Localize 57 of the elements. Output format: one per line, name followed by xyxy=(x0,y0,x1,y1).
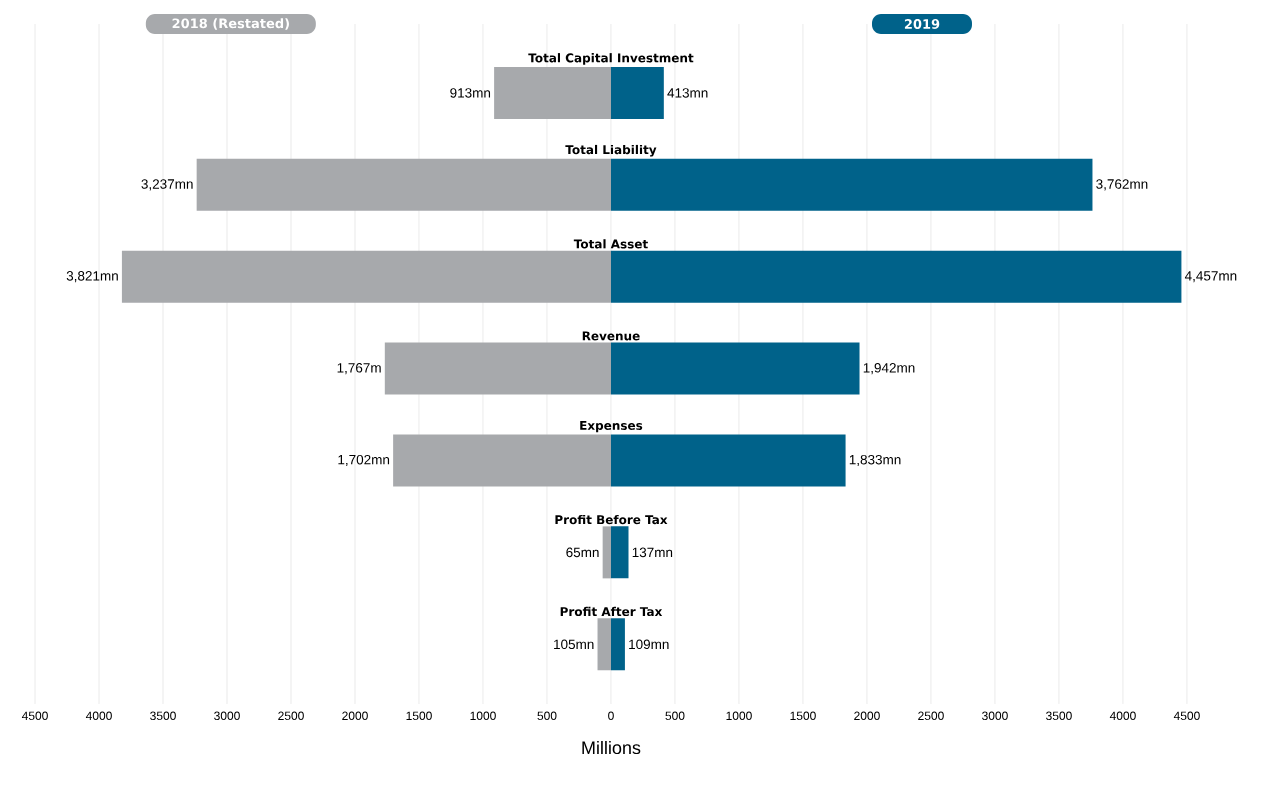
data-label: 1,702mn xyxy=(338,454,390,467)
x-tick-label: 0 xyxy=(608,711,614,721)
text: 2018 (Restated) xyxy=(172,18,289,30)
x-tick-label: 3500 xyxy=(150,711,176,721)
data-label: 1,942mn xyxy=(863,363,915,375)
data-label: 3,821mn xyxy=(66,271,118,283)
x-tick-label: 3000 xyxy=(214,711,240,721)
data-label: 4,457mn xyxy=(1184,271,1237,283)
x-tick-label: 1500 xyxy=(406,711,432,721)
x-tick-label: 4500 xyxy=(21,711,48,721)
data-label: 109mn xyxy=(629,639,669,650)
data-label: 65mn xyxy=(566,547,599,558)
data-label: 1,833mn xyxy=(849,454,901,467)
data-label: 105mn xyxy=(554,639,594,650)
bar xyxy=(121,250,611,303)
x-tick-label: 2000 xyxy=(854,711,880,721)
data-label: 1,767m xyxy=(337,363,381,375)
data-label: 413mn xyxy=(667,88,708,98)
bar xyxy=(393,434,611,487)
x-tick-label: 500 xyxy=(537,711,557,721)
y-tick-label: Revenue xyxy=(582,331,640,341)
data-label: 137mn xyxy=(632,547,673,558)
bar xyxy=(610,250,1182,303)
y-tick-label: Total Asset xyxy=(573,239,648,249)
x-tick-label: 3500 xyxy=(1046,711,1072,721)
bar xyxy=(610,66,664,119)
bar xyxy=(610,618,625,671)
x-tick-label: 4000 xyxy=(85,711,112,721)
bar xyxy=(196,158,611,211)
x-tick-label: 500 xyxy=(665,711,685,721)
bar xyxy=(610,526,629,579)
x-axis-title: Millions xyxy=(582,740,641,755)
x-tick-label: 2500 xyxy=(918,711,944,721)
bar xyxy=(494,66,611,119)
x-tick-label: 2500 xyxy=(278,711,304,721)
x-tick-label: 4000 xyxy=(1109,711,1136,721)
x-tick-label: 1000 xyxy=(470,711,496,721)
x-tick-label: 1000 xyxy=(726,711,752,721)
bar xyxy=(610,158,1093,211)
bar xyxy=(597,618,611,671)
y-tick-label: Profit Before Tax xyxy=(555,514,668,525)
y-tick-label: Total Liability xyxy=(565,144,657,157)
y-tick-label: Expenses xyxy=(580,421,643,433)
data-label: 3,762mn xyxy=(1096,179,1148,191)
text: 2019 xyxy=(904,19,940,29)
x-tick-label: 4500 xyxy=(1173,711,1200,721)
bar xyxy=(602,526,611,579)
bar xyxy=(384,342,611,395)
bar xyxy=(610,434,846,487)
x-tick-label: 2000 xyxy=(342,711,368,721)
x-tick-label: 1500 xyxy=(790,711,816,721)
y-tick-label: Profit After Tax xyxy=(560,606,663,617)
data-label: 3,237mn xyxy=(141,179,193,191)
y-tick-label: Total Capital Investment xyxy=(528,53,694,65)
x-tick-label: 3000 xyxy=(982,711,1008,721)
bar xyxy=(610,342,860,395)
data-label: 913mn xyxy=(450,88,491,98)
